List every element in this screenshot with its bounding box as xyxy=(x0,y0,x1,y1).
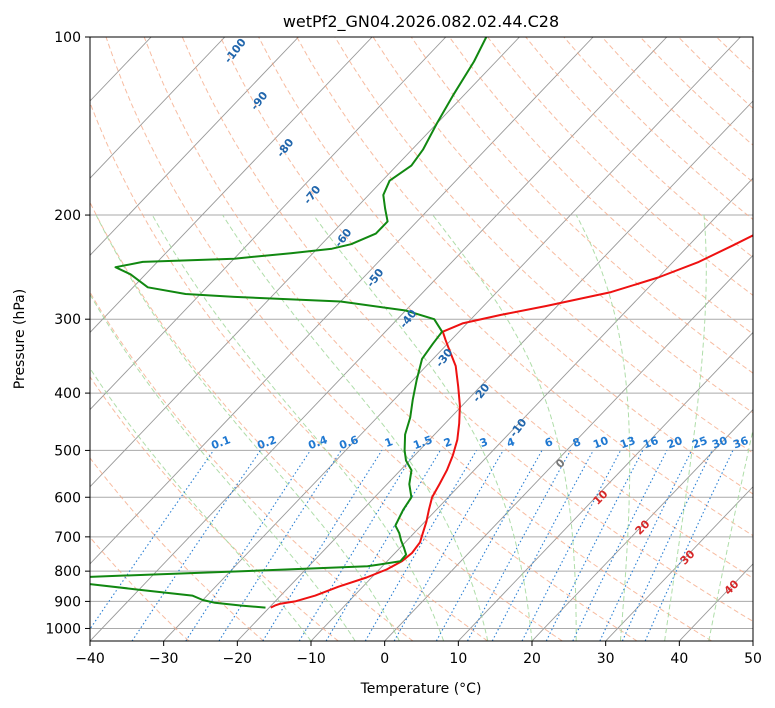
moist-adiabat-20 xyxy=(313,214,533,641)
x-tick-label: 50 xyxy=(744,651,762,667)
dry-adiabat-20 xyxy=(90,101,563,641)
mixing-ratio-label: 8 xyxy=(571,435,583,450)
mixing-ratio-label: 13 xyxy=(618,434,637,451)
mixing-ratio-line xyxy=(131,450,261,641)
mixing-ratio-line xyxy=(467,450,571,641)
y-tick-label: 300 xyxy=(54,312,81,328)
dry-adiabat-80 xyxy=(296,37,753,495)
mixing-ratio-line xyxy=(572,450,668,641)
mixing-ratio-label: 2 xyxy=(442,435,454,450)
y-axis-label: Pressure (hPa) xyxy=(12,289,28,389)
mixing-ratio-label: 1 xyxy=(383,435,395,450)
isotherm-0 xyxy=(384,254,753,641)
mixing-ratio-label: 10 xyxy=(591,434,610,452)
y-tick-label: 600 xyxy=(54,490,81,506)
plot-frame xyxy=(89,36,754,642)
mixing-ratio-label: 30 xyxy=(710,434,729,452)
mixing-ratio-label: 0.2 xyxy=(255,433,278,452)
x-tick-label: 10 xyxy=(449,651,467,667)
moist-adiabat--4 xyxy=(90,293,356,641)
x-tick-label: −10 xyxy=(296,651,326,667)
y-tick-label: 1000 xyxy=(45,621,81,637)
isotherm--50 xyxy=(90,37,594,565)
mixing-ratio-line xyxy=(545,450,644,641)
mixing-ratio-line xyxy=(185,450,311,641)
y-tick-label: 200 xyxy=(54,208,81,224)
x-axis-ticks: −40 −30 −20 −10 0 10 20 30 40 50 xyxy=(75,641,762,667)
y-tick-label: 800 xyxy=(54,564,81,580)
isotherm--30 xyxy=(163,37,741,641)
isotherm--20 xyxy=(237,100,753,641)
x-tick-label: 30 xyxy=(597,651,615,667)
plot-grid xyxy=(90,37,753,641)
mixing-ratio-label: 3 xyxy=(478,435,490,450)
x-tick-label: 20 xyxy=(523,651,541,667)
y-tick-label: 900 xyxy=(54,594,81,610)
isotherm--80 xyxy=(90,37,373,334)
isotherm-20 xyxy=(531,408,753,641)
dry-adiabat-70 xyxy=(258,37,753,537)
y-tick-label: 100 xyxy=(54,30,81,46)
mixing-ratio-label: 25 xyxy=(690,434,709,451)
y-tick-label: 500 xyxy=(54,443,81,459)
mixing-ratio-label: 20 xyxy=(665,434,684,452)
dry-adiabat-30 xyxy=(105,37,638,641)
mixing-ratio-line xyxy=(262,450,383,641)
isotherm-30 xyxy=(605,486,753,641)
x-tick-label: −30 xyxy=(149,651,179,667)
dry-adiabat--20 xyxy=(90,457,264,641)
chart-title: wetPf2_GN04.2026.082.02.44.C28 xyxy=(283,12,559,32)
dry-adiabat-50 xyxy=(181,37,753,622)
isotherm--70 xyxy=(90,37,447,411)
mixing-ratio-line xyxy=(218,450,342,641)
moist-adiabat-8 xyxy=(151,214,445,641)
isotherm--90 xyxy=(90,37,299,256)
dry-adiabat-40 xyxy=(143,37,712,641)
isotherm--60 xyxy=(90,37,520,488)
dry-adiabat-0 xyxy=(90,291,414,641)
x-tick-label: 0 xyxy=(380,651,389,667)
dry-adiabat-120 xyxy=(448,37,753,335)
mixing-ratio-label: 6 xyxy=(543,435,555,450)
mixing-ratio-line xyxy=(644,450,734,641)
mixing-ratio-line xyxy=(435,450,543,641)
moist-adiabat-44 xyxy=(708,427,753,641)
x-tick-label: 40 xyxy=(670,651,688,667)
mixing-ratio-line xyxy=(298,450,417,641)
mixing-ratio-label: 0.1 xyxy=(209,433,232,452)
x-tick-label: −40 xyxy=(75,651,105,667)
temperature-trace xyxy=(270,234,753,609)
moist-adiabat-38 xyxy=(664,214,707,641)
dewpoint-trace xyxy=(90,37,488,609)
mixing-ratio-label: 1.5 xyxy=(411,433,434,452)
isotherm--10 xyxy=(310,177,753,641)
y-tick-label: 400 xyxy=(54,386,81,402)
sounding-traces xyxy=(90,37,753,609)
y-axis-ticks: 100 200 300 400 500 600 700 800 900 1000 xyxy=(45,30,90,637)
x-tick-label: −20 xyxy=(223,651,253,667)
mixing-ratio-line xyxy=(90,450,214,630)
mixing-ratio-line xyxy=(393,450,504,641)
mixing-ratio-label: 0.4 xyxy=(306,433,329,452)
adiabat-lines xyxy=(90,37,753,641)
dry-adiabat-10 xyxy=(90,201,488,641)
moist-adiabat-32 xyxy=(575,214,631,641)
mixing-ratio-label: 0.6 xyxy=(337,433,360,452)
y-tick-label: 700 xyxy=(54,530,81,546)
mixing-ratio-label: 36 xyxy=(731,434,750,452)
mixing-ratio-label: 16 xyxy=(641,434,660,452)
mixing-ratio-label: 4 xyxy=(505,435,517,450)
isotherm--40 xyxy=(90,37,668,641)
dry-adiabat-100 xyxy=(372,37,753,414)
isotherm--100 xyxy=(90,37,226,179)
dry-adiabat--30 xyxy=(90,536,190,641)
dry-adiabat-60 xyxy=(220,37,753,579)
dry-adiabat-130 xyxy=(487,37,753,296)
moist-adiabat-2 xyxy=(95,214,400,641)
x-axis-label: Temperature (°C) xyxy=(360,681,482,697)
isotherm-10 xyxy=(458,331,753,641)
